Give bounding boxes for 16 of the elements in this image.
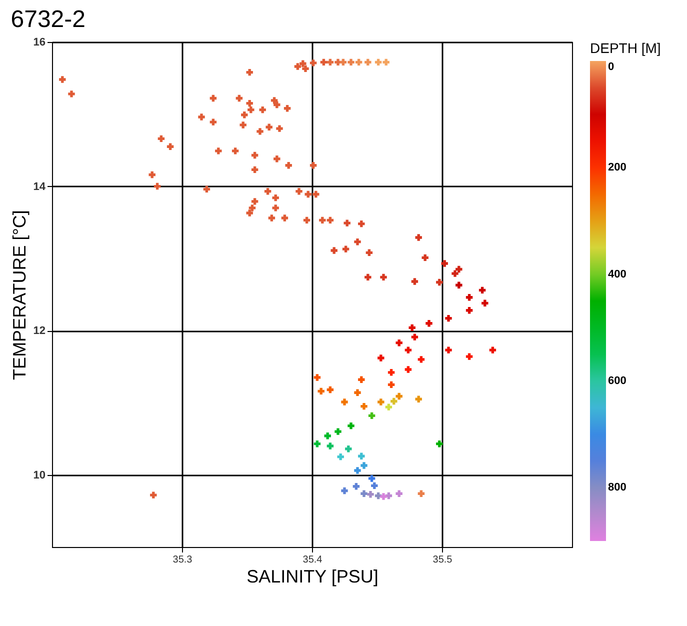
x-tick-label: 35.5	[432, 554, 453, 566]
color-bar-label: 800	[608, 482, 626, 494]
color-bar-label: 400	[608, 268, 626, 280]
chart-title: 6732-2	[10, 6, 86, 33]
color-bar-label: 0	[608, 61, 614, 73]
x-tick-label: 35.4	[302, 554, 323, 566]
x-axis-title: SALINITY [PSU]	[246, 566, 378, 586]
y-tick-label: 12	[33, 325, 46, 338]
x-tick-label: 35.3	[172, 554, 193, 566]
y-tick-label: 10	[33, 469, 46, 482]
y-axis-title: TEMPERATURE [°C]	[9, 210, 30, 380]
color-bar-title: DEPTH [M]	[590, 40, 661, 56]
y-tick-label: 14	[33, 180, 46, 193]
color-bar-label: 600	[608, 375, 626, 387]
color-bar-label: 200	[608, 162, 626, 174]
y-tick-label: 16	[33, 36, 46, 48]
